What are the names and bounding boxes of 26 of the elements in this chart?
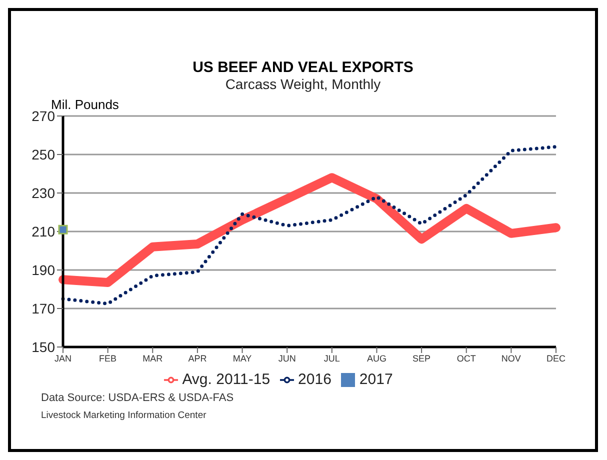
y-tick-label: 250: [32, 146, 56, 162]
x-tick-label: JUN: [278, 353, 296, 364]
x-tick-label: OCT: [456, 353, 476, 364]
source-note: Data Source: USDA-ERS & USDA-FAS: [41, 392, 235, 404]
y-tick-label: 230: [32, 184, 56, 201]
y-tick-label: 210: [32, 223, 56, 240]
y-tick-label: 170: [32, 300, 56, 316]
x-tick-label: APR: [188, 353, 208, 364]
x-tick-label: SEP: [412, 353, 431, 364]
x-tick-label: MAY: [232, 353, 252, 364]
x-tick-label: DEC: [546, 353, 566, 364]
x-tick-label: JUL: [324, 353, 340, 364]
chart-title: US BEEF AND VEAL EXPORTS: [192, 59, 414, 76]
x-tick-label: JAN: [54, 353, 72, 364]
legend-label: Avg. 2011-15: [182, 371, 270, 388]
legend-label: 2016: [298, 371, 332, 388]
y-tick-label: 190: [32, 262, 56, 278]
text: Livestock Marketing Information Center: [41, 410, 208, 421]
chart-subtitle: Carcass Weight, Monthly: [224, 76, 382, 92]
x-tick-label: NOV: [501, 353, 521, 364]
line-series: [61, 145, 558, 306]
y-tick-label: 150: [32, 338, 56, 355]
legend-label: 2017: [359, 371, 393, 388]
x-tick-label: FEB: [99, 353, 117, 364]
x-tick-label: MAR: [142, 353, 164, 364]
x-tick-label: AUG: [366, 353, 386, 364]
